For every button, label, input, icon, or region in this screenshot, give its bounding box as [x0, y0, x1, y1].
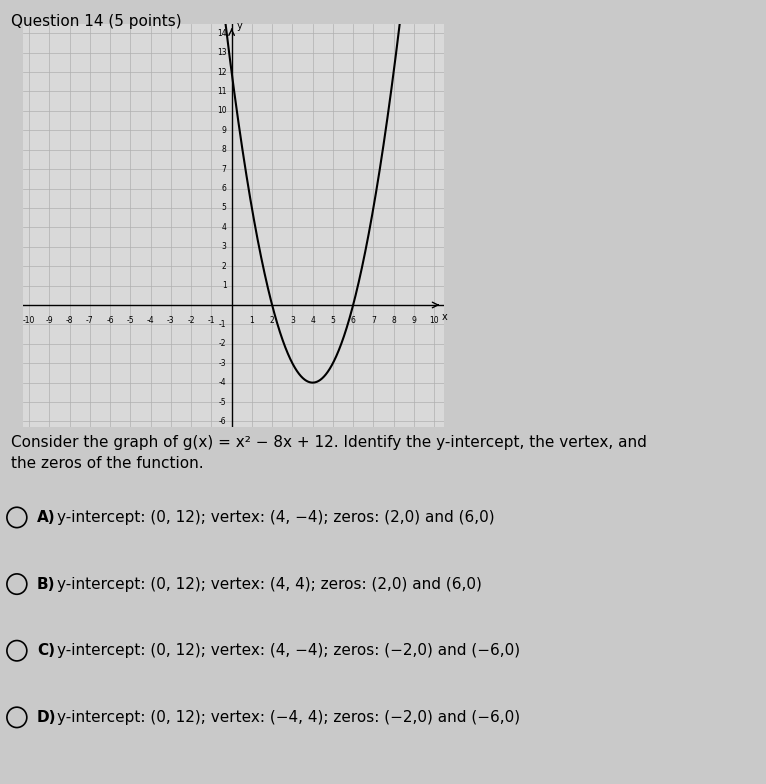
- Text: -2: -2: [188, 316, 195, 325]
- Text: -5: -5: [126, 316, 134, 325]
- Text: -2: -2: [219, 339, 227, 348]
- Text: 14: 14: [217, 29, 227, 38]
- Text: -6: -6: [219, 417, 227, 426]
- Text: 7: 7: [221, 165, 227, 173]
- Text: 11: 11: [217, 87, 227, 96]
- Text: 10: 10: [217, 107, 227, 115]
- Text: -9: -9: [45, 316, 53, 325]
- Text: y-intercept: (0, 12); vertex: (−4, 4); zeros: (−2,0) and (−6,0): y-intercept: (0, 12); vertex: (−4, 4); z…: [57, 710, 521, 725]
- Text: -3: -3: [219, 359, 227, 368]
- Text: 1: 1: [250, 316, 254, 325]
- Text: -1: -1: [208, 316, 215, 325]
- Text: 1: 1: [222, 281, 227, 290]
- Text: -1: -1: [219, 320, 227, 329]
- Text: C): C): [37, 643, 54, 659]
- Text: -3: -3: [167, 316, 175, 325]
- Text: y-intercept: (0, 12); vertex: (4, −4); zeros: (2,0) and (6,0): y-intercept: (0, 12); vertex: (4, −4); z…: [57, 510, 495, 525]
- Text: 2: 2: [270, 316, 274, 325]
- Text: 10: 10: [429, 316, 439, 325]
- Text: A): A): [37, 510, 55, 525]
- Text: Question 14 (5 points): Question 14 (5 points): [11, 14, 182, 29]
- Text: Consider the graph of g(x) = x² − 8x + 12. Identify the y-intercept, the vertex,: Consider the graph of g(x) = x² − 8x + 1…: [11, 435, 647, 471]
- Text: 5: 5: [330, 316, 336, 325]
- Text: -8: -8: [66, 316, 74, 325]
- Text: -10: -10: [23, 316, 35, 325]
- Text: 6: 6: [221, 184, 227, 193]
- Text: 12: 12: [217, 67, 227, 77]
- Text: 6: 6: [351, 316, 355, 325]
- Text: 9: 9: [221, 125, 227, 135]
- Text: y: y: [237, 21, 243, 31]
- Text: -6: -6: [106, 316, 114, 325]
- Text: D): D): [37, 710, 56, 725]
- Text: x: x: [441, 311, 447, 321]
- Text: -5: -5: [219, 397, 227, 407]
- Text: 3: 3: [221, 242, 227, 251]
- Text: -4: -4: [219, 378, 227, 387]
- Text: 8: 8: [222, 145, 227, 154]
- Text: B): B): [37, 576, 55, 592]
- Text: 7: 7: [371, 316, 376, 325]
- Text: -4: -4: [147, 316, 155, 325]
- Text: 5: 5: [221, 203, 227, 212]
- Text: 2: 2: [222, 262, 227, 270]
- Text: 4: 4: [221, 223, 227, 232]
- Text: y-intercept: (0, 12); vertex: (4, −4); zeros: (−2,0) and (−6,0): y-intercept: (0, 12); vertex: (4, −4); z…: [57, 643, 521, 659]
- Text: 4: 4: [310, 316, 315, 325]
- Text: -7: -7: [86, 316, 93, 325]
- Text: y-intercept: (0, 12); vertex: (4, 4); zeros: (2,0) and (6,0): y-intercept: (0, 12); vertex: (4, 4); ze…: [57, 576, 483, 592]
- Text: 9: 9: [411, 316, 417, 325]
- Text: 8: 8: [391, 316, 396, 325]
- Text: 3: 3: [290, 316, 295, 325]
- Text: 13: 13: [217, 48, 227, 57]
